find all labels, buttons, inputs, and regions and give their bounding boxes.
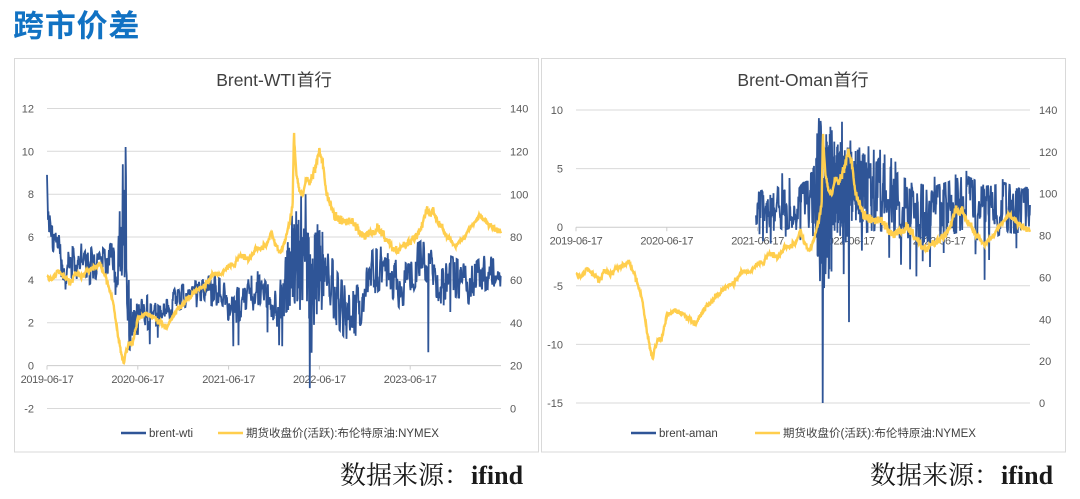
svg-text:2: 2 xyxy=(28,318,34,330)
svg-text:):: ): xyxy=(330,428,337,440)
svg-text:-15: -15 xyxy=(547,398,563,410)
svg-text:-5: -5 xyxy=(553,281,563,293)
svg-text:120: 120 xyxy=(510,146,528,158)
svg-text:):: ): xyxy=(867,428,874,440)
svg-text:2023-06-17: 2023-06-17 xyxy=(384,374,437,386)
svg-text:6: 6 xyxy=(28,232,34,244)
svg-text:5: 5 xyxy=(557,164,563,176)
svg-text:40: 40 xyxy=(510,318,522,330)
svg-text:ifind: ifind xyxy=(471,461,524,490)
svg-text:brent-wti: brent-wti xyxy=(149,428,193,440)
svg-text:60: 60 xyxy=(510,275,522,287)
svg-text::NYMEX: :NYMEX xyxy=(395,428,439,440)
svg-text:0: 0 xyxy=(557,222,563,234)
svg-text:8: 8 xyxy=(28,189,34,201)
svg-text:0: 0 xyxy=(1039,398,1045,410)
svg-text:Brent-WTI: Brent-WTI xyxy=(216,70,296,90)
svg-text:100: 100 xyxy=(510,189,528,201)
svg-text:12: 12 xyxy=(22,103,34,115)
svg-text:2022-06-17: 2022-06-17 xyxy=(293,374,346,386)
svg-text:80: 80 xyxy=(1039,231,1051,243)
svg-text:100: 100 xyxy=(1039,189,1057,201)
svg-text:10: 10 xyxy=(22,146,34,158)
svg-text:120: 120 xyxy=(1039,147,1057,159)
svg-text:60: 60 xyxy=(1039,272,1051,284)
svg-text:20: 20 xyxy=(510,361,522,373)
svg-text:Brent-Oman: Brent-Oman xyxy=(737,70,832,90)
svg-text:(: ( xyxy=(841,428,845,440)
svg-text:0: 0 xyxy=(28,361,34,373)
svg-text:20: 20 xyxy=(1039,356,1051,368)
svg-text:140: 140 xyxy=(510,104,528,116)
svg-text:10: 10 xyxy=(551,105,563,117)
svg-text:ifind: ifind xyxy=(1001,461,1054,490)
svg-text:80: 80 xyxy=(510,232,522,244)
svg-text::NYMEX: :NYMEX xyxy=(932,428,976,440)
svg-text:4: 4 xyxy=(28,275,34,287)
svg-text:40: 40 xyxy=(1039,314,1051,326)
svg-text:140: 140 xyxy=(1039,105,1057,117)
svg-text:(: ( xyxy=(304,428,308,440)
svg-text:2021-06-17: 2021-06-17 xyxy=(202,374,255,386)
svg-text:2019-06-17: 2019-06-17 xyxy=(550,236,603,248)
svg-text:-10: -10 xyxy=(547,339,563,351)
svg-text:-2: -2 xyxy=(24,404,34,416)
svg-text:brent-aman: brent-aman xyxy=(659,428,718,440)
svg-text:2020-06-17: 2020-06-17 xyxy=(111,374,164,386)
svg-text:2019-06-17: 2019-06-17 xyxy=(21,374,74,386)
svg-text:2020-06-17: 2020-06-17 xyxy=(640,236,693,248)
svg-text:0: 0 xyxy=(510,404,516,416)
svg-text:2021-06-17: 2021-06-17 xyxy=(731,236,784,248)
